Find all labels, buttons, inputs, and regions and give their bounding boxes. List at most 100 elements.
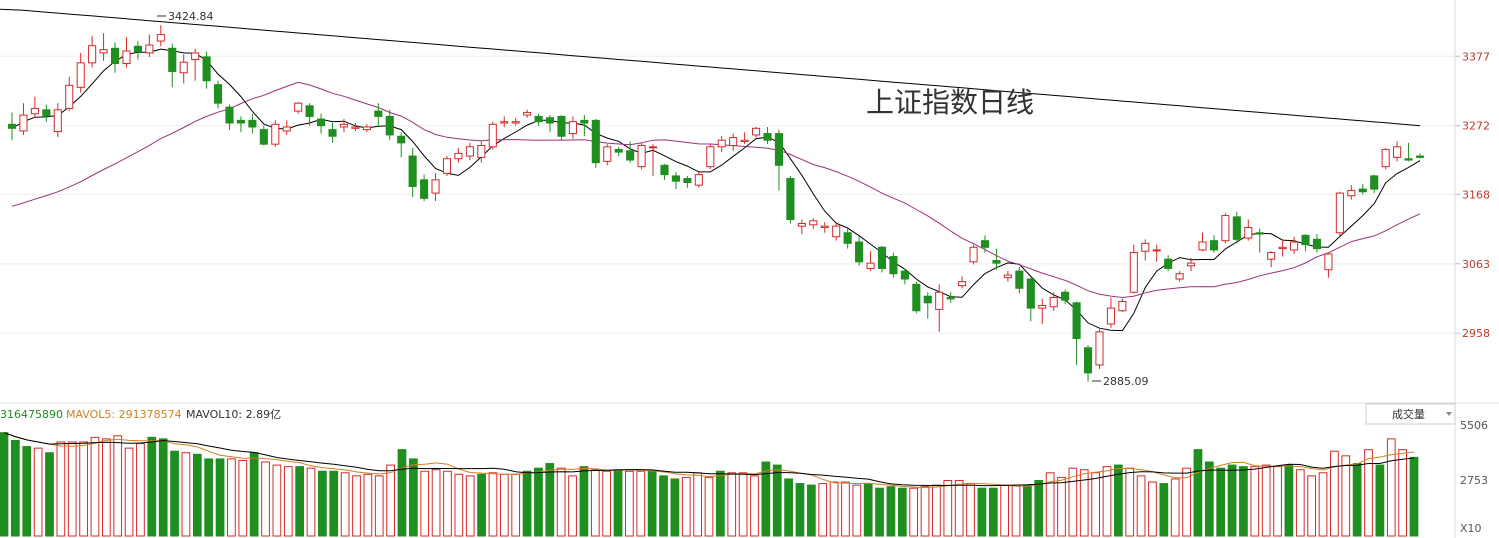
volume-bar — [1136, 475, 1146, 537]
candlestick — [843, 228, 852, 249]
candlestick — [706, 144, 715, 170]
volume-bar — [625, 470, 634, 537]
volume-bar — [772, 464, 782, 537]
candlestick — [626, 141, 635, 163]
volume-bar — [1091, 472, 1100, 537]
volume-bar — [431, 469, 441, 537]
candlestick — [30, 96, 39, 118]
candle-body — [591, 119, 600, 164]
chevron-down-icon — [1446, 412, 1452, 416]
price-tick-label: 3063 — [1462, 258, 1490, 271]
volume-bar — [261, 461, 270, 537]
volume-bar — [1113, 464, 1123, 537]
candlestick — [1221, 212, 1230, 244]
candle-body — [385, 115, 394, 136]
candle-body — [133, 45, 142, 53]
volume-bar — [295, 466, 305, 537]
candlestick — [1175, 271, 1184, 282]
volume-bar — [158, 438, 168, 537]
candle-body — [1198, 241, 1207, 251]
candle-body — [648, 146, 658, 149]
candle-body — [1175, 273, 1184, 280]
candle-body — [122, 50, 131, 65]
volume-bar — [829, 481, 839, 537]
indicator-dropdown-box[interactable] — [1365, 403, 1456, 425]
candlestick — [797, 219, 806, 235]
candle-body — [923, 295, 932, 304]
candle-body — [1026, 278, 1035, 309]
volume-bar — [318, 470, 327, 537]
low-annotation: 2885.09 — [1092, 375, 1149, 388]
candle-body — [752, 127, 761, 136]
candlestick — [328, 123, 337, 143]
candlestick — [362, 124, 371, 133]
candlestick — [317, 113, 326, 134]
candlestick — [225, 104, 234, 130]
ma5-line — [11, 48, 1421, 332]
candle-body — [877, 246, 887, 269]
candlestick — [946, 292, 955, 303]
candlestick — [99, 33, 108, 61]
candle-body — [1095, 331, 1104, 366]
candle-body — [843, 232, 852, 244]
candlestick — [752, 126, 761, 138]
candle-body — [465, 146, 474, 157]
volume-bar — [1239, 466, 1248, 537]
volume-bar — [932, 484, 941, 537]
candlestick — [557, 115, 566, 141]
volume-bar — [1170, 478, 1180, 537]
candlestick — [648, 144, 658, 176]
volume-bar — [352, 475, 361, 537]
candle-body — [1381, 148, 1390, 168]
volume-bar — [1011, 484, 1021, 537]
volume-bar — [704, 476, 714, 537]
candle-body — [1393, 146, 1402, 158]
candlestick — [88, 35, 97, 68]
candlestick — [19, 103, 28, 135]
volume-bar — [329, 470, 339, 537]
volume-bar — [374, 475, 384, 537]
candle-body — [717, 139, 726, 148]
volume-axis-label-mid: 2753 — [1460, 474, 1488, 487]
candle-body — [65, 84, 74, 109]
candlestick — [1083, 345, 1093, 382]
volume-bar — [33, 447, 43, 537]
volume-bar — [681, 476, 691, 537]
volume-bar — [1102, 466, 1112, 537]
candlestick — [465, 142, 474, 161]
candlestick — [202, 51, 211, 89]
volume-bar — [1125, 467, 1135, 537]
volume-bar — [113, 435, 123, 537]
candle-body — [317, 118, 326, 127]
candle-body — [431, 179, 440, 194]
candlestick — [591, 119, 600, 168]
candlestick — [168, 43, 177, 88]
candlestick — [1106, 297, 1115, 328]
volume-bar — [579, 466, 589, 537]
candle-body — [1106, 307, 1115, 325]
volume-bar — [1375, 464, 1385, 537]
candlestick — [1129, 244, 1138, 294]
volume-bar — [966, 483, 975, 537]
candlestick — [1278, 239, 1287, 257]
volume-bar — [1250, 466, 1260, 537]
candle-body — [42, 109, 51, 117]
candlestick — [294, 101, 303, 114]
candlestick — [855, 236, 864, 266]
candlestick — [1393, 141, 1402, 162]
candle-body — [168, 47, 177, 72]
volume-bar — [545, 463, 555, 537]
candlestick — [488, 121, 497, 150]
volume-bar — [1000, 484, 1010, 537]
candlestick — [236, 116, 245, 133]
candle-body — [1290, 241, 1299, 251]
candlestick — [980, 235, 990, 253]
indicator-dropdown[interactable]: 成交量 — [1365, 403, 1456, 425]
candlestick — [1049, 292, 1058, 311]
candle-body — [855, 241, 864, 263]
candlestick — [385, 109, 394, 141]
candle-body — [1221, 215, 1230, 242]
candle-body — [477, 144, 486, 158]
candlestick — [145, 34, 154, 57]
candle-body — [1278, 246, 1287, 250]
